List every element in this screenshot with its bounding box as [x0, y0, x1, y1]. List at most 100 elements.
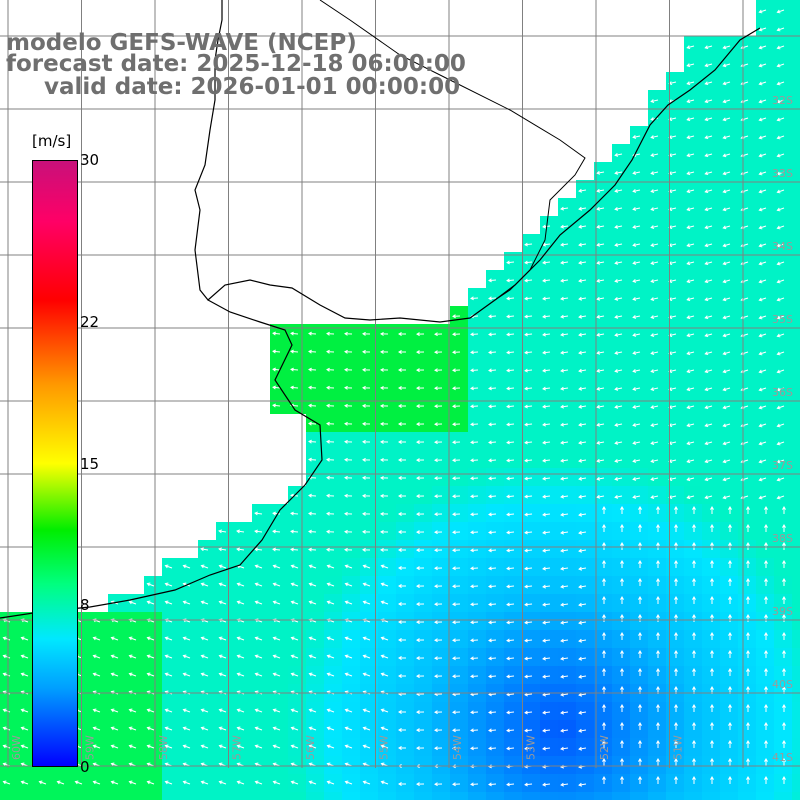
wind-arrow-head: [182, 726, 187, 731]
wind-speed-cell: [738, 738, 756, 756]
wind-speed-cell: [144, 630, 162, 648]
wind-arrow-head: [722, 315, 727, 320]
wind-arrow-head: [326, 582, 331, 587]
wind-arrow-head: [524, 566, 528, 571]
wind-arrow: [165, 637, 173, 641]
wind-arrow-head: [308, 349, 312, 354]
wind-arrow: [759, 297, 767, 301]
wind-arrow-head: [308, 780, 313, 785]
wind-speed-cell: [342, 342, 360, 360]
wind-speed-cell: [306, 720, 324, 738]
wind-arrow-head: [782, 632, 786, 636]
wind-speed-cell: [270, 576, 288, 594]
wind-speed-cell: [306, 630, 324, 648]
wind-arrow: [506, 441, 515, 444]
wind-arrow: [615, 297, 623, 300]
wind-speed-cell: [360, 594, 378, 612]
wind-speed-cell: [720, 432, 738, 450]
wind-speed-cell: [306, 738, 324, 756]
wind-arrow-head: [776, 135, 781, 140]
wind-arrow-head: [344, 475, 348, 480]
wind-speed-cell: [126, 792, 144, 800]
wind-arrow-head: [758, 9, 763, 14]
wind-arrow-head: [710, 650, 714, 654]
wind-speed-cell: [720, 270, 738, 288]
wind-arrow-head: [710, 668, 714, 672]
wind-arrow: [201, 583, 209, 587]
wind-arrow-head: [416, 566, 420, 571]
wind-speed-cell: [738, 396, 756, 414]
wind-arrow-head: [362, 726, 367, 731]
wind-speed-cell: [414, 774, 432, 792]
wind-speed-cell: [594, 540, 612, 558]
wind-speed-cell: [612, 594, 630, 612]
wind-arrow-head: [254, 636, 259, 641]
wind-speed-cell: [450, 306, 468, 324]
wind-arrow-head: [650, 477, 655, 481]
wind-speed-cell: [702, 720, 720, 738]
wind-arrow-head: [326, 367, 330, 372]
wind-arrow-head: [416, 656, 420, 661]
wind-arrow-head: [578, 224, 583, 229]
wind-speed-cell: [522, 594, 540, 612]
wind-arrow: [308, 368, 317, 371]
wind-arrow-head: [578, 314, 583, 319]
wind-arrow: [723, 207, 731, 211]
wind-arrow-head: [620, 758, 624, 762]
wind-arrow-head: [638, 686, 642, 690]
wind-arrow-head: [542, 386, 547, 391]
wind-arrow: [561, 531, 569, 534]
wind-speed-cell: [324, 774, 342, 792]
wind-arrow-head: [236, 636, 241, 641]
wind-speed-cell: [234, 630, 252, 648]
wind-arrow-head: [290, 564, 295, 569]
wind-arrow-head: [602, 650, 606, 654]
wind-speed-cell: [450, 540, 468, 558]
wind-speed-cell: [18, 612, 36, 630]
wind-arrow-head: [596, 440, 601, 445]
wind-arrow-head: [632, 207, 637, 211]
wind-arrow: [579, 639, 587, 642]
wind-arrow: [327, 673, 335, 677]
wind-arrow-head: [146, 636, 151, 641]
wind-arrow-head: [362, 475, 366, 480]
wind-arrow: [291, 655, 299, 659]
wind-arrow-head: [578, 638, 583, 643]
wind-arrow: [615, 477, 623, 480]
wind-arrow-head: [614, 440, 619, 445]
wind-speed-cell: [396, 360, 414, 378]
wind-arrow-head: [470, 296, 474, 301]
wind-speed-cell: [540, 792, 558, 800]
wind-arrow: [219, 781, 227, 785]
wind-arrow: [723, 243, 731, 247]
wind-speed-cell: [450, 324, 468, 342]
wind-arrow: [201, 637, 209, 641]
wind-arrow: [741, 387, 749, 391]
wind-arrow-head: [362, 636, 367, 641]
wind-arrow-head: [236, 654, 241, 659]
wind-speed-cell: [396, 720, 414, 738]
wind-arrow-head: [728, 740, 732, 744]
wind-arrow-head: [542, 422, 547, 427]
wind-arrow-head: [416, 782, 420, 787]
wind-arrow: [219, 583, 227, 587]
wind-arrow: [488, 351, 497, 354]
wind-arrow-head: [290, 529, 294, 534]
wind-speed-cell: [342, 720, 360, 738]
wind-arrow: [597, 369, 605, 372]
wind-arrow: [542, 603, 551, 606]
wind-speed-cell: [684, 666, 702, 684]
wind-speed-cell: [324, 324, 342, 342]
wind-arrow: [254, 530, 263, 533]
wind-speed-cell: [450, 450, 468, 468]
wind-arrow-head: [524, 386, 528, 391]
wind-speed-cell: [630, 630, 648, 648]
wind-arrow-head: [236, 582, 241, 587]
wind-arrow: [309, 745, 317, 749]
wind-speed-cell: [486, 648, 504, 666]
wind-arrow-head: [416, 548, 420, 553]
wind-arrow: [542, 279, 551, 282]
wind-arrow-head: [326, 403, 330, 408]
wind-speed-cell: [342, 450, 360, 468]
